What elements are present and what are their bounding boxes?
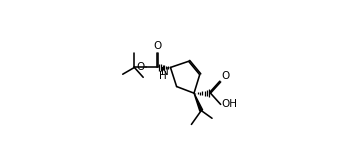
Text: O: O (221, 71, 230, 81)
Text: H: H (159, 71, 167, 81)
Text: O: O (154, 41, 162, 51)
Text: N: N (161, 67, 168, 77)
Text: O: O (136, 62, 145, 71)
Polygon shape (194, 93, 203, 111)
Text: OH: OH (222, 99, 238, 109)
